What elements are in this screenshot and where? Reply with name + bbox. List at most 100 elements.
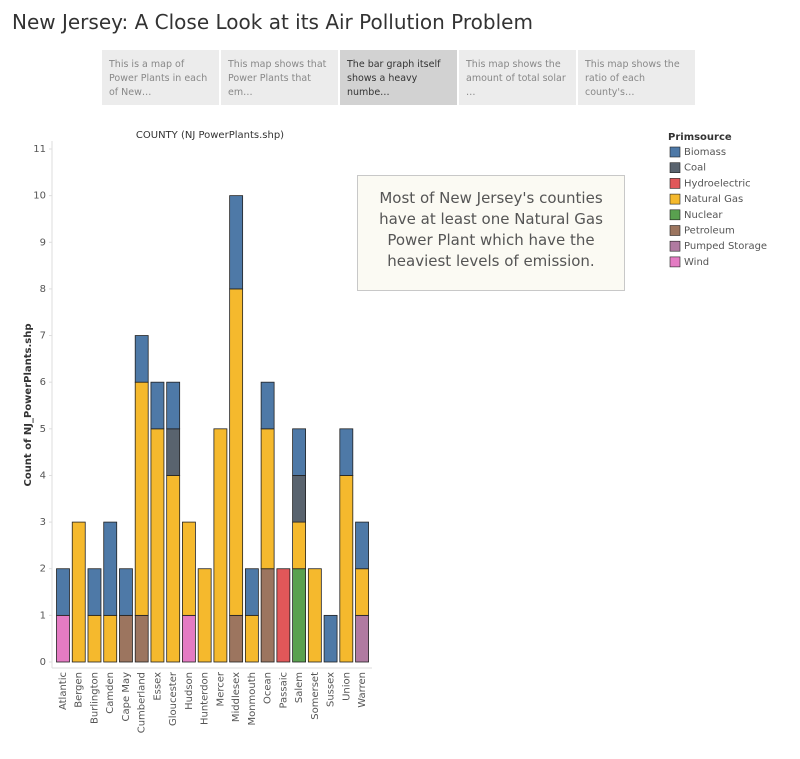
x-tick-label: Ocean — [263, 672, 274, 704]
bar-segment — [213, 428, 228, 663]
bar-segment — [276, 568, 291, 663]
y-tick-label: 2 — [40, 564, 46, 575]
x-tick-label: Hunterdon — [200, 672, 211, 725]
bar-segment — [307, 568, 322, 663]
x-tick-label: Bergen — [74, 672, 85, 708]
x-tick-label: Essex — [152, 672, 163, 701]
legend-swatch — [669, 193, 681, 205]
story-point-tab[interactable]: This is a map of Power Plants in each of… — [102, 50, 219, 105]
bar-segment — [355, 521, 369, 570]
bar-segment — [229, 614, 244, 663]
bar-segment — [166, 475, 181, 663]
x-tick-label: Cape May — [121, 672, 132, 722]
bar-segment — [166, 381, 181, 430]
x-tick-label: Salem — [294, 672, 305, 703]
x-tick-label: Middlesex — [231, 672, 242, 722]
bar-segment — [292, 475, 307, 523]
bar-segment — [134, 614, 149, 663]
legend-swatch — [669, 225, 681, 236]
y-tick-label: 8 — [40, 284, 46, 295]
y-tick-label: 10 — [33, 191, 46, 202]
x-tick-label: Monmouth — [247, 672, 258, 726]
y-tick-label: 0 — [40, 657, 46, 668]
bar-segment — [119, 614, 133, 663]
bar-segment — [197, 568, 212, 663]
bar-segment — [56, 614, 70, 663]
legend-swatch — [669, 178, 681, 189]
bar-segment — [166, 428, 181, 476]
x-tick-label: Camden — [105, 672, 116, 714]
story-point-tab[interactable]: This map shows the amount of total solar… — [459, 50, 576, 105]
bar-segment — [182, 614, 196, 663]
bar-segment — [119, 568, 133, 616]
y-tick-label: 6 — [40, 377, 46, 388]
legend-swatch — [669, 162, 681, 173]
bar-segment — [355, 614, 369, 663]
bar-segment — [134, 335, 149, 383]
bar-segment — [87, 568, 102, 616]
legend-label: Wind — [684, 257, 709, 268]
annotation: Most of New Jersey's counties have at le… — [357, 175, 625, 291]
bar-segment — [87, 614, 102, 663]
legend-label: Petroleum — [684, 226, 735, 237]
legend-title: Primsource — [668, 132, 732, 143]
legend-swatch — [669, 240, 681, 252]
page-title: New Jersey: A Close Look at its Air Poll… — [12, 10, 533, 34]
x-tick-label: Warren — [357, 672, 368, 708]
bar-segment — [260, 428, 275, 570]
y-tick-label: 11 — [33, 144, 46, 155]
bar-segment — [292, 428, 307, 476]
bar-segment — [244, 614, 259, 663]
x-tick-label: Union — [341, 672, 352, 701]
x-tick-label: Somerset — [310, 672, 321, 720]
bar-segment — [260, 568, 275, 663]
y-axis-label: Count of NJ_PowerPlants.shp — [23, 323, 34, 486]
story-point-tab[interactable]: The bar graph itself shows a heavy numbe… — [340, 50, 457, 105]
story-point-tab[interactable]: This map shows the ratio of each county'… — [578, 50, 695, 105]
x-tick-label: Burlington — [89, 672, 100, 724]
x-tick-label: Mercer — [215, 671, 226, 706]
bar-segment — [71, 521, 86, 663]
x-tick-label: Hudson — [184, 672, 195, 710]
bar-segment — [292, 521, 307, 570]
y-tick-label: 9 — [40, 237, 46, 248]
bar-segment — [260, 381, 275, 430]
x-tick-label: Atlantic — [58, 672, 69, 710]
legend-label: Nuclear — [684, 210, 723, 221]
bar-segment — [292, 568, 307, 663]
bar-segment — [182, 521, 196, 616]
bar-segment — [134, 381, 149, 616]
bar-segment — [355, 568, 369, 616]
legend-swatch — [669, 256, 681, 268]
bar-segment — [150, 428, 165, 663]
bar-segment — [56, 568, 70, 616]
y-tick-label: 5 — [40, 424, 46, 435]
bar-segment — [244, 568, 259, 616]
y-tick-label: 3 — [40, 517, 46, 528]
chart-title: COUNTY (NJ PowerPlants.shp) — [136, 130, 284, 141]
bar-segment — [339, 475, 354, 663]
y-tick-label: 1 — [40, 610, 46, 621]
legend-swatch — [669, 209, 681, 221]
bar-segment — [150, 381, 165, 430]
bar-segment — [103, 614, 118, 663]
x-tick-label: Passaic — [278, 672, 289, 709]
y-tick-label: 4 — [40, 470, 46, 481]
bar-segment — [103, 521, 118, 616]
legend-label: Hydroelectric — [684, 178, 751, 189]
y-tick-label: 7 — [40, 331, 46, 342]
x-tick-label: Cumberland — [137, 672, 148, 733]
legend-label: Coal — [684, 163, 706, 174]
bar-segment — [323, 614, 338, 663]
legend-label: Pumped Storage — [684, 241, 767, 252]
bar-segment — [339, 428, 354, 476]
story-point-tab[interactable]: This map shows that Power Plants that em… — [221, 50, 338, 105]
legend-swatch — [669, 146, 681, 158]
legend-label: Biomass — [684, 147, 726, 158]
story-points: This is a map of Power Plants in each of… — [102, 50, 695, 105]
legend-label: Natural Gas — [684, 194, 743, 205]
bar-segment — [229, 288, 244, 616]
x-tick-label: Sussex — [326, 672, 337, 707]
